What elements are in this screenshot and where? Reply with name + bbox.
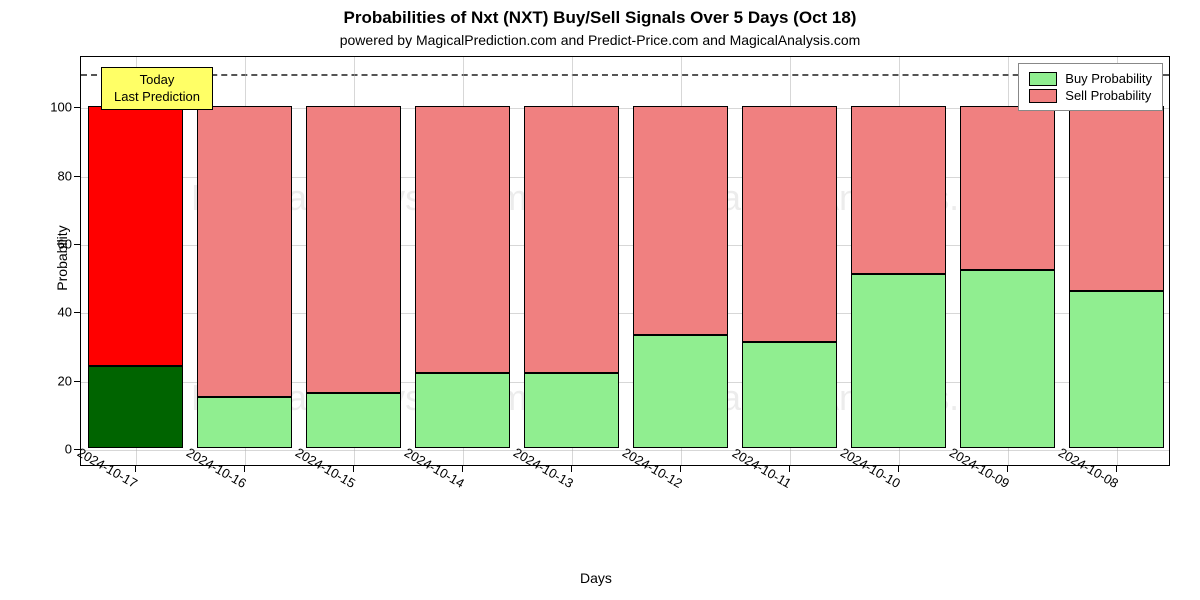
bar-segment-sell bbox=[1069, 106, 1165, 291]
bar-group bbox=[415, 55, 511, 465]
legend-label-buy: Buy Probability bbox=[1065, 71, 1152, 86]
bar-segment-sell bbox=[197, 106, 293, 396]
legend-swatch bbox=[1029, 72, 1057, 86]
y-tick-label: 60 bbox=[32, 236, 72, 251]
bar-group bbox=[306, 55, 402, 465]
legend-row: Buy Probability bbox=[1029, 71, 1152, 86]
y-tick-label: 20 bbox=[32, 373, 72, 388]
x-tick-mark bbox=[680, 466, 681, 472]
chart-canvas: Probabilities of Nxt (NXT) Buy/Sell Sign… bbox=[0, 0, 1200, 600]
bar-segment-sell bbox=[88, 106, 184, 366]
bar-segment-sell bbox=[306, 106, 402, 393]
bar-group bbox=[742, 55, 838, 465]
x-tick-mark bbox=[353, 466, 354, 472]
bar-segment-sell bbox=[960, 106, 1056, 270]
legend-swatch bbox=[1029, 89, 1057, 103]
x-tick-mark bbox=[571, 466, 572, 472]
chart-subtitle: powered by MagicalPrediction.com and Pre… bbox=[0, 32, 1200, 48]
y-axis-label: Probability bbox=[54, 198, 70, 318]
y-tick-label: 40 bbox=[32, 305, 72, 320]
bar-segment-sell bbox=[742, 106, 838, 342]
chart-title: Probabilities of Nxt (NXT) Buy/Sell Sign… bbox=[0, 8, 1200, 28]
bar-group bbox=[524, 55, 620, 465]
y-tick-label: 80 bbox=[32, 168, 72, 183]
today-annotation: TodayLast Prediction bbox=[101, 67, 213, 110]
legend-row: Sell Probability bbox=[1029, 88, 1152, 103]
plot-area: MagicalAnalysis.comMagicalAnalysis.comMa… bbox=[80, 56, 1170, 466]
bar-segment-sell bbox=[633, 106, 729, 335]
legend-label-sell: Sell Probability bbox=[1065, 88, 1151, 103]
bar-segment-sell bbox=[851, 106, 947, 273]
x-tick-mark bbox=[789, 466, 790, 472]
annotation-line: Last Prediction bbox=[114, 89, 200, 105]
legend: Buy Probability Sell Probability bbox=[1018, 63, 1163, 111]
bar-segment-sell bbox=[415, 106, 511, 373]
x-tick-mark bbox=[244, 466, 245, 472]
x-axis-label: Days bbox=[580, 570, 612, 586]
bar-group bbox=[960, 55, 1056, 465]
bar-group bbox=[88, 55, 184, 465]
bar-group bbox=[197, 55, 293, 465]
bar-group bbox=[633, 55, 729, 465]
bar-segment-sell bbox=[524, 106, 620, 373]
bar-group bbox=[851, 55, 947, 465]
x-tick-mark bbox=[135, 466, 136, 472]
y-tick-label: 100 bbox=[32, 100, 72, 115]
x-tick-mark bbox=[1007, 466, 1008, 472]
bar-segment-buy bbox=[1069, 291, 1165, 448]
x-tick-mark bbox=[1116, 466, 1117, 472]
bar-group bbox=[1069, 55, 1165, 465]
bar-segment-buy bbox=[851, 274, 947, 448]
bar-segment-buy bbox=[960, 270, 1056, 448]
annotation-line: Today bbox=[114, 72, 200, 88]
x-tick-mark bbox=[898, 466, 899, 472]
x-tick-mark bbox=[462, 466, 463, 472]
